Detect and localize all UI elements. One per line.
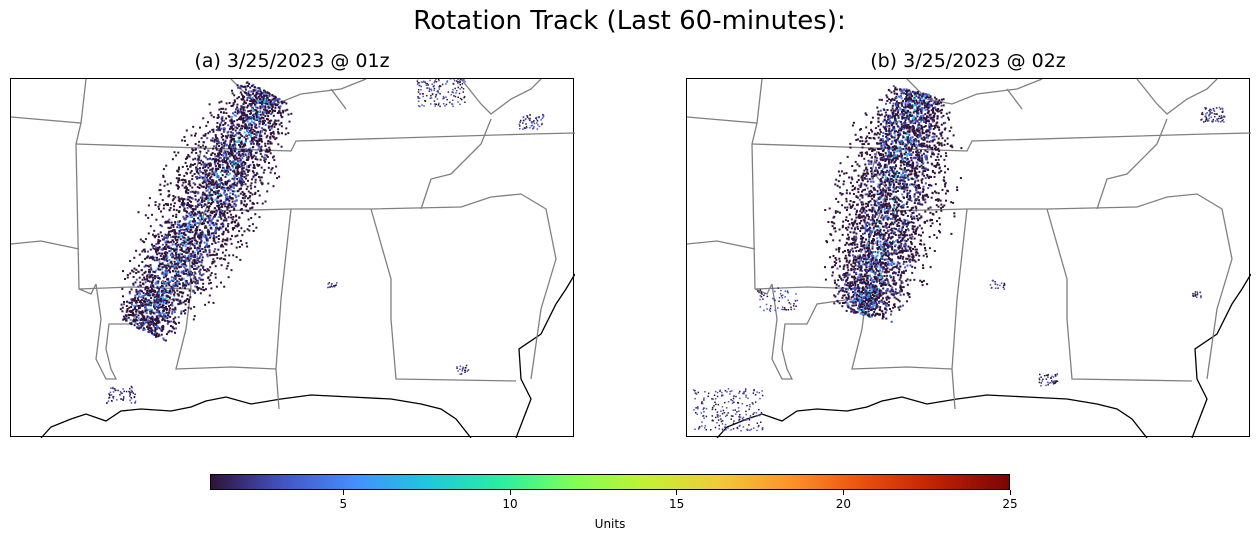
state-border [75,132,575,152]
state-border [1046,208,1193,382]
colorbar-tick-label: 10 [502,497,518,511]
state-border [330,88,347,110]
state-border [370,208,517,382]
colorbar-tick [676,490,678,495]
state-border [771,283,853,380]
coastline [1191,273,1251,438]
state-border [886,206,1138,212]
colorbar-tick-label: 5 [339,497,348,511]
state-border [687,79,763,124]
state-border [11,79,87,124]
colorbar-tick [1009,490,1011,495]
map-panel-a [10,78,575,438]
state-border [420,118,492,210]
state-border [460,193,557,380]
state-border [751,132,1251,152]
panel-b-title: (b) 3/25/2023 @ 02z [870,50,1066,72]
map-a-svg [11,79,575,438]
rotation-track-swath [106,79,545,404]
colorbar-tick-label: 25 [1002,497,1018,511]
figure-title: Rotation Track (Last 60-minutes): [413,6,846,36]
panel-a-title: (a) 3/25/2023 @ 01z [194,50,390,72]
colorbar-tick-label: 20 [835,497,851,511]
coastline [716,394,1148,438]
state-border [687,240,756,250]
state-border [210,206,462,212]
state-border [1136,193,1233,380]
state-border [1096,118,1168,210]
rotation-track-swath [692,85,1226,432]
coastline [40,394,472,438]
colorbar [210,474,1010,490]
colorbar-tick [342,490,344,495]
state-border [1006,88,1023,110]
state-border [906,79,1043,105]
map-b-svg [687,79,1251,438]
colorbar-tick-label: 15 [669,497,685,511]
state-border [275,208,292,410]
state-border [851,288,953,370]
state-border [75,122,97,295]
colorbar-tick [842,490,844,495]
state-border [175,288,277,370]
colorbar-tick [509,490,511,495]
state-border [951,208,968,410]
map-panel-b [686,78,1251,438]
state-border [1136,79,1218,115]
state-border [751,122,773,295]
colorbar-label: Units [594,517,626,531]
state-border [95,283,177,380]
state-border [460,79,542,115]
coastline [515,273,575,438]
state-border [11,240,80,250]
